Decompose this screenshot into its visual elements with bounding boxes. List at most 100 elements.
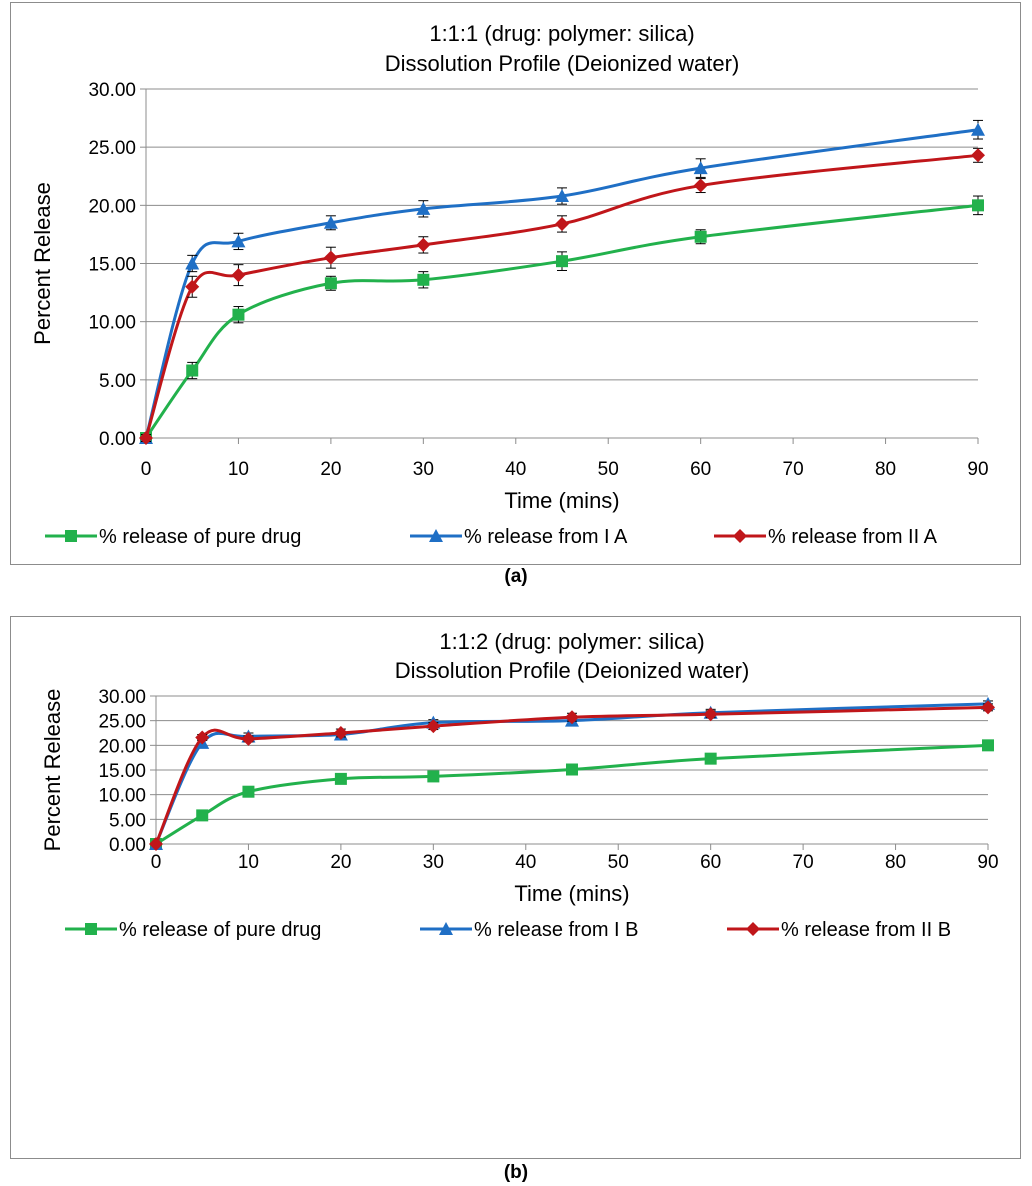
data-point — [427, 770, 440, 783]
data-point — [232, 308, 245, 321]
data-point — [972, 199, 984, 212]
y-tick-label: 0.00 — [99, 429, 136, 450]
chart-title: 1:1:1 (drug: polymer: silica) — [429, 21, 694, 46]
data-point — [242, 785, 255, 798]
y-tick-label: 5.00 — [109, 810, 146, 831]
y-tick-label: 15.00 — [98, 761, 146, 782]
x-tick-label: 60 — [700, 852, 721, 873]
x-tick-label: 80 — [875, 459, 896, 480]
chart-subtitle: Dissolution Profile (Deionized water) — [395, 658, 750, 683]
legend-label: % release from II B — [781, 919, 951, 941]
data-point — [556, 255, 568, 268]
x-tick-label: 80 — [885, 852, 906, 873]
data-point — [703, 707, 718, 722]
x-axis-label: Time (mins) — [514, 881, 629, 906]
data-point — [334, 772, 347, 785]
legend-marker — [429, 529, 443, 542]
data-point — [981, 700, 995, 715]
y-tick-label: 30.00 — [98, 687, 146, 708]
data-point — [196, 809, 209, 822]
legend-label: % release from II A — [768, 526, 938, 548]
caption-b: (b) — [503, 1162, 529, 1183]
series-3 — [149, 700, 995, 851]
x-tick-label: 40 — [505, 459, 526, 480]
y-tick-label: 0.00 — [109, 835, 146, 856]
data-point — [704, 752, 717, 765]
x-tick-label: 90 — [977, 852, 998, 873]
x-tick-label: 10 — [238, 852, 259, 873]
data-point — [323, 215, 338, 229]
legend-marker — [439, 922, 453, 935]
y-tick-label: 20.00 — [98, 736, 146, 757]
y-tick-label: 5.00 — [99, 371, 136, 392]
x-tick-label: 20 — [330, 852, 351, 873]
data-point — [971, 122, 985, 136]
data-point — [195, 730, 210, 745]
data-point — [555, 216, 569, 231]
x-tick-label: 0 — [151, 852, 162, 873]
legend-marker — [85, 923, 97, 935]
x-tick-label: 70 — [793, 852, 814, 873]
legend-marker — [65, 530, 77, 542]
data-point — [324, 277, 337, 290]
series-3 — [139, 147, 985, 445]
data-point — [416, 237, 431, 252]
data-point — [555, 189, 569, 203]
y-tick-label: 20.00 — [88, 196, 136, 217]
legend-marker — [746, 922, 760, 936]
data-point — [566, 763, 578, 776]
data-point — [426, 719, 441, 734]
data-point — [417, 273, 430, 286]
data-point — [231, 234, 246, 248]
legend-marker — [733, 529, 747, 543]
legend-label: % release from I B — [474, 919, 639, 941]
x-axis-label: Time (mins) — [504, 488, 619, 513]
x-tick-label: 30 — [423, 852, 444, 873]
y-tick-label: 15.00 — [88, 255, 136, 276]
y-tick-label: 30.00 — [88, 80, 136, 101]
data-point — [185, 256, 200, 270]
data-point — [186, 364, 199, 377]
x-tick-label: 90 — [967, 459, 988, 480]
legend-label: % release of pure drug — [99, 526, 301, 548]
legend-label: % release from I A — [464, 526, 628, 548]
chart-a-svg: 1:1:1 (drug: polymer: silica) Dissolution… — [10, 2, 1021, 565]
chart-title: 1:1:2 (drug: polymer: silica) — [439, 629, 704, 654]
x-tick-label: 10 — [228, 459, 249, 480]
data-point — [971, 148, 985, 163]
y-tick-label: 25.00 — [88, 138, 136, 159]
data-point — [416, 201, 431, 215]
x-tick-label: 40 — [515, 852, 536, 873]
x-tick-label: 50 — [608, 852, 629, 873]
chart-subtitle: Dissolution Profile (Deionized water) — [385, 51, 740, 76]
data-point — [231, 268, 246, 283]
legend-label: % release of pure drug — [119, 919, 321, 941]
data-point — [565, 710, 579, 725]
y-tick-label: 10.00 — [98, 786, 146, 807]
data-point — [693, 161, 708, 175]
data-point — [185, 279, 200, 294]
x-tick-label: 50 — [598, 459, 619, 480]
data-point — [333, 726, 348, 740]
x-tick-label: 70 — [783, 459, 804, 480]
x-tick-label: 0 — [141, 459, 152, 480]
data-point — [693, 178, 708, 193]
data-point — [323, 250, 338, 265]
data-point — [139, 431, 153, 445]
data-point — [241, 731, 256, 746]
chart-panel-a: 1:1:1 (drug: polymer: silica) Dissolution… — [0, 0, 1032, 566]
chart-frame — [10, 2, 1021, 565]
y-tick-label: 25.00 — [98, 712, 146, 733]
caption-a: (a) — [504, 566, 528, 587]
x-tick-label: 20 — [320, 459, 341, 480]
chart-b-svg: 1:1:2 (drug: polymer: silica) Dissolution… — [10, 616, 1021, 1159]
x-tick-label: 30 — [413, 459, 434, 480]
x-tick-label: 60 — [690, 459, 711, 480]
data-point — [149, 837, 163, 851]
data-point — [982, 739, 994, 752]
y-axis-label: Percent Release — [40, 689, 65, 852]
data-point — [694, 230, 707, 243]
chart-panel-b: 1:1:2 (drug: polymer: silica) Dissolution… — [0, 614, 1032, 1162]
y-tick-label: 10.00 — [88, 313, 136, 334]
y-axis-label: Percent Release — [30, 182, 55, 345]
